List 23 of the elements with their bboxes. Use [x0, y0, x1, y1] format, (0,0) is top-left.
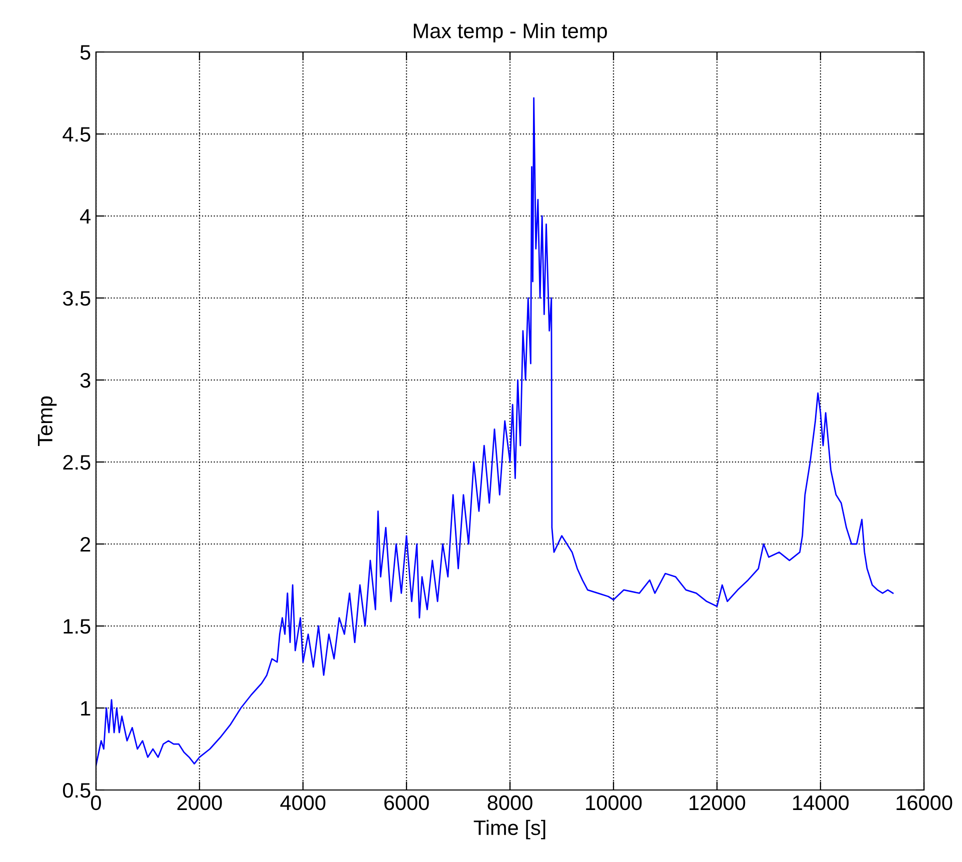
x-tick-label: 16000 [896, 795, 952, 810]
x-tick-label: 0 [91, 795, 101, 810]
x-tick-label: 2000 [177, 795, 222, 810]
y-tick-label: 3 [80, 373, 90, 388]
y-tick-label: 1.5 [64, 619, 90, 634]
y-tick-label: 4 [80, 209, 91, 224]
x-tick-label: 10000 [586, 795, 642, 810]
y-tick-label: 4.5 [62, 127, 90, 142]
y-tick-label: 1 [81, 701, 90, 716]
x-tick-label: 8000 [488, 795, 532, 810]
line-series [96, 97, 894, 766]
x-axis-title: Time [s] [474, 820, 546, 840]
x-tick-label: 12000 [690, 795, 746, 810]
x-tick-label: 14000 [793, 795, 849, 810]
y-tick-label: 2 [80, 537, 90, 552]
y-tick-label: 0.5 [62, 783, 90, 798]
x-tick-label: 4000 [280, 795, 326, 810]
chart-title: Max temp - Min temp [414, 23, 607, 42]
x-tick-label: 6000 [384, 795, 429, 810]
y-axis-title: Temp [38, 396, 57, 446]
y-tick-label: 5 [80, 45, 90, 60]
y-tick-label: 2.5 [63, 455, 90, 470]
y-tick-label: 3.5 [62, 291, 90, 306]
